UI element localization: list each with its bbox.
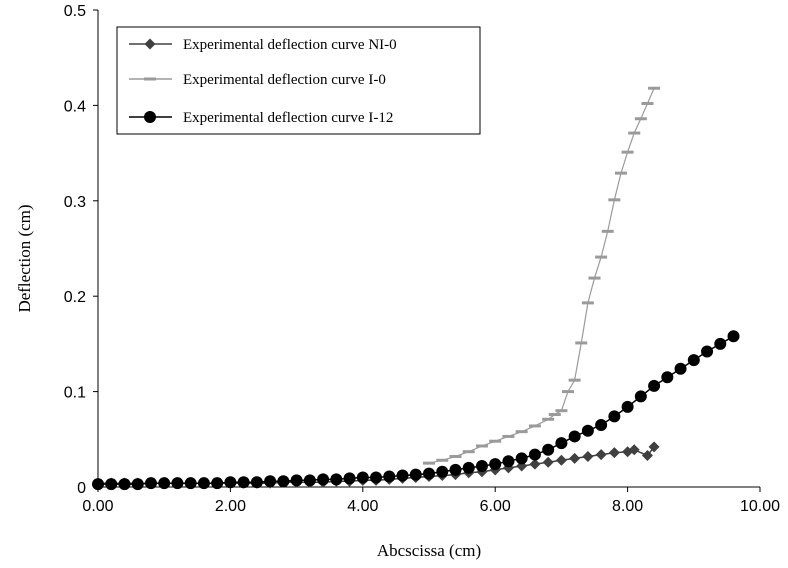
data-point <box>343 472 356 485</box>
data-point <box>171 477 184 490</box>
data-point <box>92 478 104 491</box>
data-point <box>648 379 661 392</box>
data-point <box>502 455 515 468</box>
data-point <box>423 467 435 480</box>
data-point <box>595 418 608 431</box>
data-point <box>475 460 488 473</box>
data-point <box>330 473 343 486</box>
data-point <box>542 456 554 468</box>
data-point <box>264 475 277 488</box>
data-point <box>568 430 581 443</box>
data-point <box>569 452 581 464</box>
data-point <box>250 476 263 489</box>
data-point <box>277 475 290 488</box>
data-point <box>383 470 396 483</box>
data-point <box>528 448 541 461</box>
data-point <box>581 424 594 437</box>
y-tick-label: 0.2 <box>64 289 86 306</box>
y-tick-label: 0.1 <box>64 385 86 402</box>
data-point <box>462 461 475 474</box>
data-point <box>608 447 620 459</box>
data-point <box>555 437 568 450</box>
y-tick-label: 0.3 <box>64 194 86 211</box>
data-point <box>628 444 640 456</box>
x-tick-label: 10.00 <box>740 498 780 515</box>
data-point <box>515 452 528 465</box>
data-point <box>529 458 541 470</box>
series-circle <box>92 330 740 491</box>
data-point <box>303 474 316 487</box>
data-point <box>714 337 727 350</box>
data-point <box>370 471 383 484</box>
data-point <box>621 400 634 413</box>
data-point <box>449 463 462 476</box>
legend-label: Experimental deflection curve I-0 <box>183 72 386 88</box>
data-point <box>674 362 687 375</box>
data-point <box>211 477 224 490</box>
data-point <box>105 478 118 491</box>
plot-series <box>92 86 740 491</box>
data-point <box>634 390 647 403</box>
data-point <box>158 477 171 490</box>
data-point <box>317 473 330 486</box>
y-axis-title: Deflection (cm) <box>15 204 34 312</box>
series-line <box>428 87 655 464</box>
data-point <box>118 478 131 491</box>
y-tick-label: 0.4 <box>64 98 86 115</box>
data-point <box>608 410 621 423</box>
axes: 0.00 2.00 4.00 6.00 8.00 10.00 0 0.1 0.2 0.3 0.4 0.… <box>64 3 780 515</box>
data-point <box>595 449 607 461</box>
x-tick-label: 8.00 <box>612 498 643 515</box>
data-point <box>237 476 250 489</box>
data-point <box>131 478 144 491</box>
data-point <box>648 441 660 453</box>
legend-marker <box>144 38 156 50</box>
data-point <box>144 477 157 490</box>
data-point <box>687 354 700 367</box>
data-point <box>356 471 369 484</box>
data-point <box>396 469 409 482</box>
x-tick-label: 6.00 <box>480 498 511 515</box>
data-point <box>701 345 714 358</box>
legend-label: Experimental deflection curve NI-0 <box>183 37 397 53</box>
data-point <box>661 371 674 384</box>
x-tick-label: 0.00 <box>82 498 113 515</box>
data-point <box>555 454 567 466</box>
data-point <box>436 465 449 478</box>
series-line <box>98 335 734 485</box>
legend-marker <box>144 111 156 123</box>
data-point <box>641 450 653 462</box>
data-point <box>582 450 594 462</box>
y-tick-label: 0 <box>77 480 86 497</box>
legend-box <box>116 26 481 135</box>
legend-label: Experimental deflection curve I-12 <box>183 110 393 126</box>
data-point <box>184 477 197 490</box>
x-axis-title: Abcscissa (cm) <box>377 541 481 560</box>
series-dash <box>423 86 661 465</box>
data-point <box>409 468 422 481</box>
y-tick-label: 0.5 <box>64 3 86 20</box>
x-tick-label: 2.00 <box>215 498 246 515</box>
data-point <box>197 477 210 490</box>
data-point <box>290 474 303 487</box>
data-point <box>727 330 740 343</box>
x-tick-label: 4.00 <box>347 498 378 515</box>
data-point <box>224 476 237 489</box>
data-point <box>542 443 555 456</box>
data-point <box>489 458 502 471</box>
legend: Experimental deflection curve NI-0 Experi… <box>116 26 481 135</box>
